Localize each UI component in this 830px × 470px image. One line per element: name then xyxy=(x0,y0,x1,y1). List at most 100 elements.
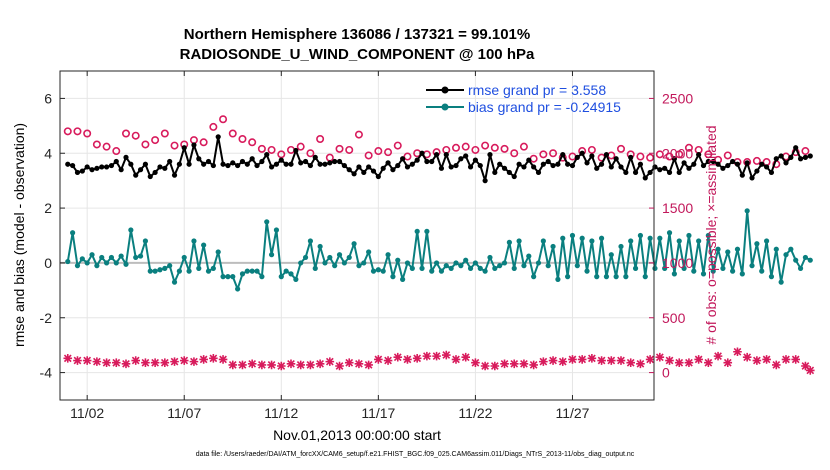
rmse-point xyxy=(167,158,173,165)
obs-possible-point xyxy=(655,150,664,159)
rmse-point xyxy=(351,171,357,177)
rmse-point xyxy=(603,152,610,158)
obs-assimilated-point xyxy=(674,358,684,368)
rmse-point xyxy=(487,152,493,158)
bias-point xyxy=(531,274,537,280)
x-tick-label: 11/12 xyxy=(264,405,298,421)
obs-assimilated-point xyxy=(471,358,480,368)
rmse-point xyxy=(210,162,216,169)
obs-possible-point xyxy=(646,153,655,162)
bias-point xyxy=(487,254,493,261)
bias-point xyxy=(351,241,357,247)
rmse-point xyxy=(385,160,391,166)
bias-point xyxy=(298,260,304,266)
obs-possible-point xyxy=(665,152,674,161)
rmse-point xyxy=(205,158,212,165)
bias-point xyxy=(390,274,396,280)
rmse-point xyxy=(540,161,546,167)
x-axis: 11/02 11/07 11/12 11/17 11/22 11/27 xyxy=(70,71,590,421)
legend: rmse grand pr = 3.558 bias grand pr = -0… xyxy=(426,82,621,115)
rmse-point xyxy=(720,165,726,171)
rmse-point xyxy=(312,154,318,160)
x-tick-label: 11/17 xyxy=(361,405,395,421)
obs-assimilated-point xyxy=(529,360,538,370)
rmse-point xyxy=(516,161,522,167)
bias-point xyxy=(807,257,813,263)
rmse-point xyxy=(298,160,304,166)
obs-assimilated-point xyxy=(500,359,509,369)
bias-point xyxy=(89,252,95,258)
bias-point xyxy=(603,274,610,280)
bias-point xyxy=(647,235,653,241)
rmse-point xyxy=(235,162,241,169)
y-axis-left-label: rmse and bias (model - observation) xyxy=(11,123,27,347)
bias-point xyxy=(395,257,401,263)
obs-assimilated-point xyxy=(189,357,199,366)
rmse-point xyxy=(807,153,813,159)
bias-point xyxy=(249,268,255,274)
rmse-point xyxy=(201,161,207,167)
obs-assimilated-point xyxy=(306,360,315,370)
obs-assimilated-point xyxy=(383,356,393,365)
obs-assimilated-point xyxy=(73,356,82,365)
obs-assimilated-point xyxy=(742,352,752,362)
obs-possible-point xyxy=(248,138,257,147)
bias-point xyxy=(797,265,804,271)
rmse-point xyxy=(783,160,789,166)
obs-assimilated-point xyxy=(587,354,597,363)
bias-point xyxy=(312,265,318,271)
bias-point xyxy=(511,265,517,271)
bias-point xyxy=(283,268,289,274)
rmse-point xyxy=(613,156,619,162)
bias-point xyxy=(560,235,566,241)
data-file-footnote: data file: /Users/raeder/DAI/ATM_forcXX/… xyxy=(195,451,635,458)
obs-assimilated-point xyxy=(63,354,73,363)
obs-possible-point xyxy=(587,145,596,154)
obs-assimilated-point xyxy=(267,360,276,370)
y-right-tick-label: 2000 xyxy=(662,145,693,161)
rmse-point xyxy=(681,160,687,166)
rmse-point xyxy=(715,161,721,167)
bias-point xyxy=(497,263,503,269)
bias-point xyxy=(793,257,799,263)
rmse-point xyxy=(370,168,377,174)
rmse-point xyxy=(414,157,420,163)
rmse-point xyxy=(254,162,260,169)
obs-assimilated-point xyxy=(296,360,306,370)
rmse-point xyxy=(380,165,386,171)
rmse-point xyxy=(666,169,673,176)
y-left-tick-label: 0 xyxy=(44,255,52,271)
rmse-point xyxy=(642,175,648,181)
x-axis-label: Nov.01,2013 00:00:00 start xyxy=(273,427,441,443)
y-right-tick-label: 500 xyxy=(662,310,686,326)
obs-possible-point xyxy=(403,152,412,161)
obs-assimilated-point xyxy=(228,360,238,370)
obs-assimilated-point xyxy=(805,366,815,375)
bias-point xyxy=(613,274,619,280)
rmse-point xyxy=(608,164,614,170)
bias-point xyxy=(162,265,168,271)
rmse-point xyxy=(759,161,765,167)
rmse-point xyxy=(283,161,289,167)
obs-assimilated-point xyxy=(626,358,636,368)
rmse-point xyxy=(409,161,415,167)
rmse-point xyxy=(671,156,677,162)
obs-possible-point xyxy=(636,152,645,161)
obs-assimilated-point xyxy=(548,356,558,365)
rmse-point xyxy=(361,169,367,176)
rmse-point xyxy=(79,168,85,174)
bias-point xyxy=(521,263,527,269)
legend-bias-marker xyxy=(441,103,449,111)
rmse-point xyxy=(623,169,629,176)
obs-assimilated-point xyxy=(752,356,762,365)
bias-point xyxy=(516,238,522,244)
obs-possible-point xyxy=(73,127,82,136)
obs-assimilated-point xyxy=(684,358,694,368)
bias-point xyxy=(332,263,338,269)
rmse-point xyxy=(768,169,775,176)
obs-assimilated-point xyxy=(374,355,383,364)
obs-possible-point xyxy=(384,148,393,157)
bias-point xyxy=(322,260,328,266)
obs-assimilated-point xyxy=(111,358,121,368)
bias-point xyxy=(288,271,294,277)
